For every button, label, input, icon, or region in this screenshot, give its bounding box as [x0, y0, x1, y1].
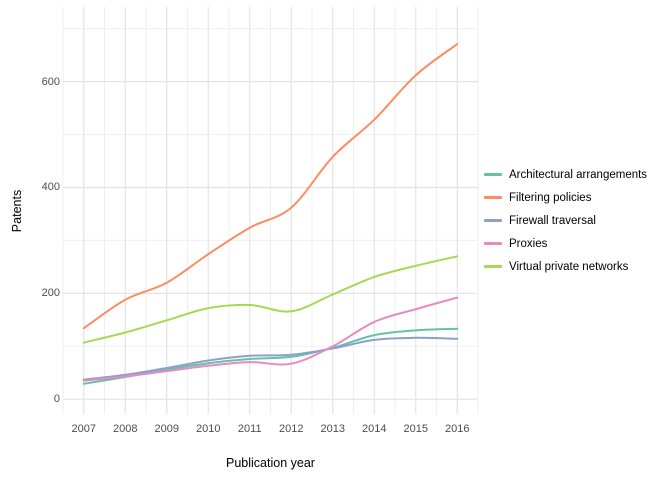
legend-label: Firewall traversal [509, 214, 596, 227]
legend-item-firewall-traversal: Firewall traversal [484, 209, 647, 232]
legend-item-virtual-private-networks: Virtual private networks [484, 255, 647, 278]
legend-item-filtering-policies: Filtering policies [484, 186, 647, 209]
series-line-firewall-traversal [82, 336, 459, 381]
y-tick-label-200: 200 [41, 287, 60, 300]
legend-key-line-icon [484, 242, 502, 245]
y-tick-label-600: 600 [41, 75, 60, 88]
legend-label: Filtering policies [509, 191, 592, 204]
legend-key-line-icon [484, 219, 502, 222]
x-tick-label-2009: 2009 [154, 423, 179, 435]
x-axis-title: Publication year [226, 456, 315, 470]
series-line-proxies [82, 296, 459, 382]
legend-key-line-icon [484, 265, 502, 268]
legend-key-line-icon [484, 173, 502, 176]
x-tick-label-2015: 2015 [403, 423, 428, 435]
legend-label: Virtual private networks [509, 260, 629, 273]
y-tick-label-0: 0 [53, 393, 60, 406]
legend-label: Proxies [509, 237, 548, 250]
legend: Architectural arrangements Filtering poli… [484, 163, 647, 278]
x-tick-label-2013: 2013 [320, 423, 345, 435]
x-tick-label-2016: 2016 [445, 423, 470, 435]
x-tick-label-2010: 2010 [196, 423, 221, 435]
y-tick-label-400: 400 [41, 181, 60, 194]
x-tick-label-2008: 2008 [113, 423, 138, 435]
x-tick-label-2012: 2012 [279, 423, 304, 435]
series-line-filtering-policies [82, 43, 459, 330]
legend-item-architectural-arrangements: Architectural arrangements [484, 163, 647, 186]
y-axis-title: Patents [10, 189, 24, 233]
x-tick-label-2007: 2007 [71, 423, 96, 435]
x-tick-label-2014: 2014 [362, 423, 387, 435]
legend-item-proxies: Proxies [484, 232, 647, 255]
x-tick-label-2011: 2011 [237, 423, 262, 435]
series-line-virtual-private-networks [82, 255, 459, 344]
legend-key-line-icon [484, 196, 502, 199]
legend-label: Architectural arrangements [509, 168, 648, 181]
